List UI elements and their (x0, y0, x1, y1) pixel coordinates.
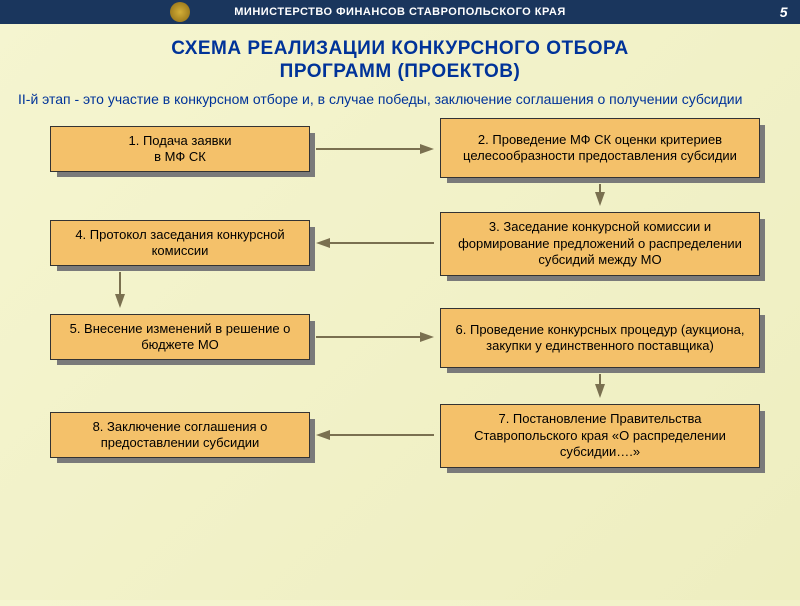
header-org: МИНИСТЕРСТВО ФИНАНСОВ СТАВРОПОЛЬСКОГО КР… (234, 6, 565, 18)
flowchart-canvas: 1. Подача заявкив МФ СК 2. Проведение МФ … (0, 116, 800, 606)
arrow-box3-left-box4-right (316, 238, 434, 248)
flow-box-8: 8. Заключение соглашения о предоставлени… (50, 412, 310, 458)
arrow-box7-left-box8-right (316, 430, 434, 440)
seal-icon (170, 2, 190, 22)
flow-box-4: 4. Протокол заседания конкурсной комисси… (50, 220, 310, 266)
arrow-box6-bot-box7-top (595, 374, 605, 398)
flow-box-7: 7. Постановление Правительства Ставропол… (440, 404, 760, 468)
page-subtitle: II-й этап - это участие в конкурсном отб… (18, 90, 782, 108)
arrow-box5-right-box6-left (316, 332, 434, 342)
title-line2: ПРОГРАММ (ПРОЕКТОВ) (0, 61, 800, 84)
title-line1: СХЕМА РЕАЛИЗАЦИИ КОНКУРСНОГО ОТБОРА (0, 38, 800, 61)
flow-box-1: 1. Подача заявкив МФ СК (50, 126, 310, 172)
arrow-box1-right-box2-left (316, 144, 434, 154)
flow-box-3: 3. Заседание конкурсной комиссии и форми… (440, 212, 760, 276)
arrow-box2-bot-box3-top (595, 184, 605, 206)
header-bar: МИНИСТЕРСТВО ФИНАНСОВ СТАВРОПОЛЬСКОГО КР… (0, 0, 800, 24)
flow-box-5: 5. Внесение изменений в решение о бюджет… (50, 314, 310, 360)
arrow-box4-bot-box5-top (115, 272, 125, 308)
page-title: СХЕМА РЕАЛИЗАЦИИ КОНКУРСНОГО ОТБОРА ПРОГ… (0, 38, 800, 84)
page-number: 5 (780, 4, 788, 20)
flow-box-6: 6. Проведение конкурсных процедур (аукци… (440, 308, 760, 368)
flow-box-2: 2. Проведение МФ СК оценки критериев цел… (440, 118, 760, 178)
